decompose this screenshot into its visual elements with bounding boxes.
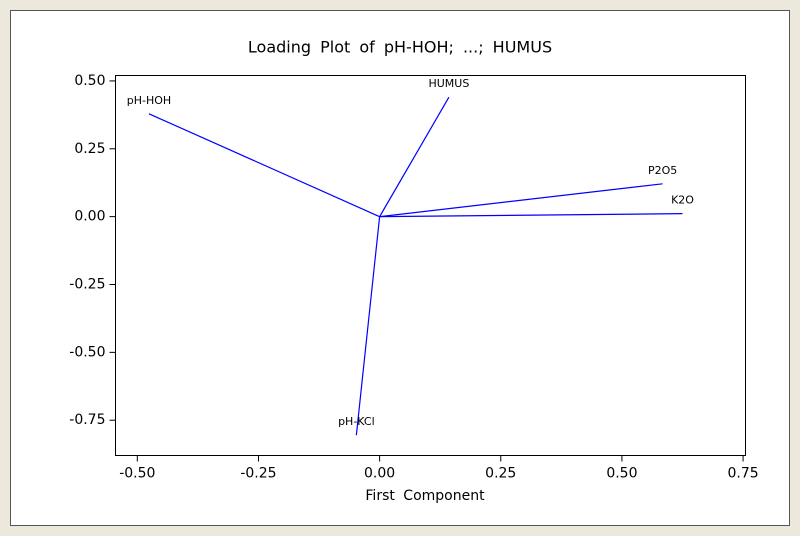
loading-vector [379, 96, 450, 217]
x-tick-label: -0.50 [119, 466, 155, 482]
x-axis-label: First Component [365, 488, 485, 504]
y-tick-label: 0.50 [74, 73, 105, 89]
y-tick-label: -0.50 [69, 344, 105, 360]
x-tick-label: -0.25 [240, 466, 276, 482]
chart-title: Loading Plot of pH-HOH; ...; HUMUS [248, 38, 552, 57]
point-label: P2O5 [648, 164, 677, 177]
y-tick-label: 0.25 [74, 141, 105, 157]
y-tick-label: 0.00 [74, 209, 105, 225]
point-label: pH-HOH [127, 94, 171, 107]
x-tick-label: 0.75 [727, 466, 758, 482]
x-tick-label: 0.25 [485, 466, 516, 482]
point-label: pH-KCl [338, 415, 375, 428]
loading-vector [379, 213, 683, 218]
x-tick-label: 0.50 [606, 466, 637, 482]
loading-vector [148, 113, 380, 218]
point-label: HUMUS [428, 77, 469, 90]
point-label: K2O [671, 194, 694, 207]
y-tick-label: -0.75 [69, 412, 105, 428]
loading-vector [379, 183, 663, 218]
y-tick-label: -0.25 [69, 277, 105, 293]
plot-area [115, 75, 746, 456]
x-tick-label: 0.00 [364, 466, 395, 482]
loading-vector [355, 216, 381, 436]
